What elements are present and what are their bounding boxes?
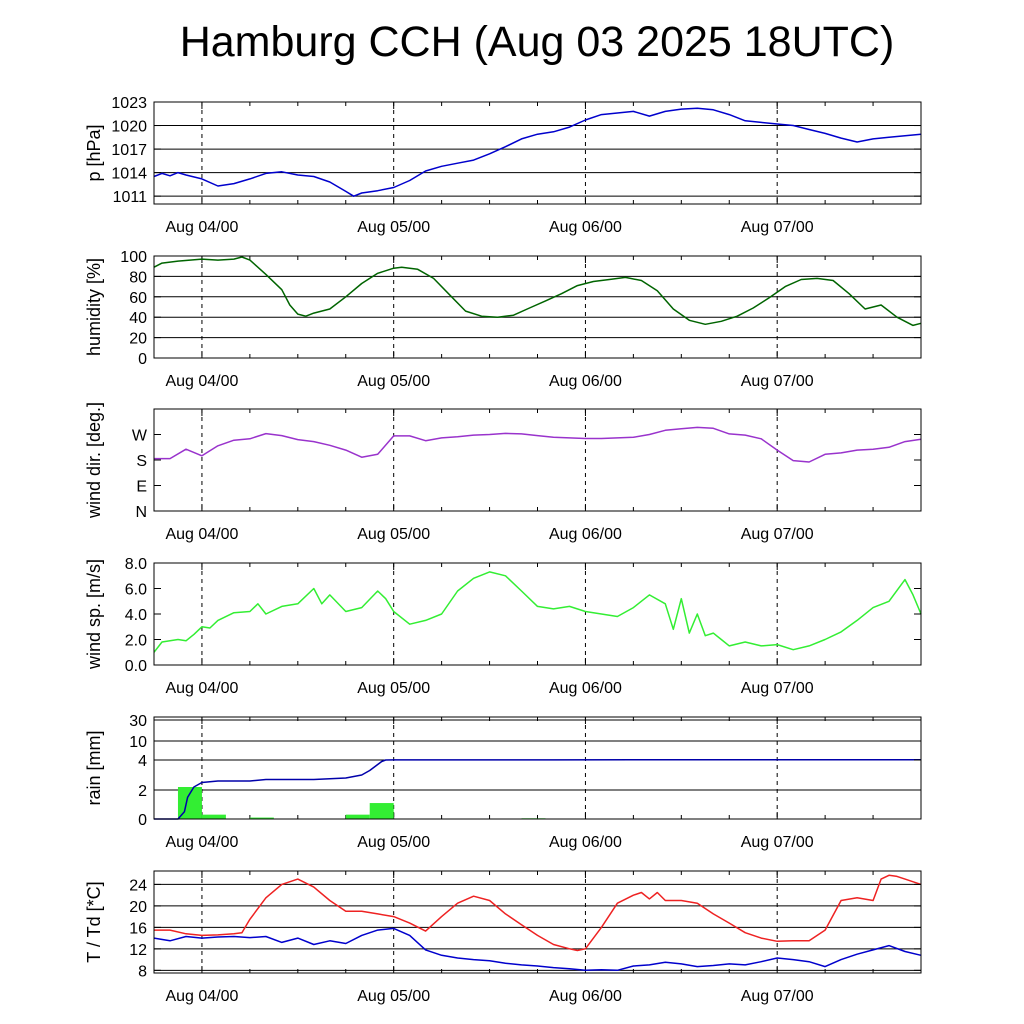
- rain-bar: [249, 817, 274, 819]
- x-tick-label: Aug 07/00: [741, 219, 814, 236]
- x-tick-label: Aug 04/00: [165, 988, 238, 1005]
- y-tick-label: 2.0: [125, 633, 147, 650]
- y-tick-label: 20: [129, 899, 147, 916]
- y-tick-label: 8.0: [125, 556, 147, 573]
- y-axis-label: wind sp. [m/s]: [84, 559, 104, 670]
- y-tick-label: 2: [138, 783, 147, 800]
- plot-frame: [153, 101, 922, 205]
- x-tick-label: Aug 05/00: [357, 834, 430, 851]
- y-tick-label: 8: [138, 963, 147, 980]
- panel-5: 8 12 16 20 24 Aug 04/00 Aug 05/00 Aug 06/00 Aug …: [84, 870, 922, 1005]
- y-tick-label: 1017: [111, 142, 147, 159]
- plot-frame: [153, 408, 922, 512]
- x-tick-label: Aug 05/00: [357, 373, 430, 390]
- y-axis-label: rain [mm]: [84, 730, 104, 805]
- y-tick-label: 20: [129, 331, 147, 348]
- series-line-0: [153, 571, 922, 653]
- y-tick-label: 1020: [111, 119, 147, 136]
- x-tick-label: Aug 05/00: [357, 680, 430, 697]
- rain-bar: [369, 803, 394, 819]
- y-tick-label: 100: [120, 249, 147, 266]
- x-tick-label: Aug 07/00: [741, 526, 814, 543]
- y-tick-label: 60: [129, 290, 147, 307]
- chart-title: Hamburg CCH (Aug 03 2025 18UTC): [179, 18, 895, 66]
- rain-bar: [345, 814, 370, 819]
- x-tick-label: Aug 04/00: [165, 834, 238, 851]
- y-axis-label: humidity [%]: [84, 258, 104, 356]
- x-tick-label: Aug 07/00: [741, 988, 814, 1005]
- x-tick-label: Aug 07/00: [741, 373, 814, 390]
- x-tick-label: Aug 04/00: [165, 526, 238, 543]
- y-tick-label: 12: [129, 942, 147, 959]
- y-tick-label: 0: [138, 351, 147, 368]
- y-tick-label: 6.0: [125, 582, 147, 599]
- y-tick-label: N: [135, 504, 147, 521]
- x-tick-label: Aug 05/00: [357, 988, 430, 1005]
- y-tick-label: 40: [129, 310, 147, 327]
- y-axis-label: wind dir. [deg.]: [84, 402, 104, 519]
- x-tick-label: Aug 06/00: [549, 680, 622, 697]
- x-tick-label: Aug 05/00: [357, 526, 430, 543]
- y-tick-label: E: [136, 479, 147, 496]
- y-tick-label: W: [132, 428, 148, 445]
- x-tick-label: Aug 04/00: [165, 373, 238, 390]
- panel-0: 1011 1014 1017 1020 1023 Aug 04/00 Aug 05/00 Au…: [84, 95, 922, 236]
- plot-frame: [153, 562, 922, 666]
- x-tick-label: Aug 04/00: [165, 680, 238, 697]
- series-line-0: [154, 874, 922, 952]
- y-tick-label: 4: [138, 753, 147, 770]
- y-tick-label: 0: [138, 812, 147, 829]
- x-tick-label: Aug 06/00: [549, 219, 622, 236]
- y-tick-label: 1014: [111, 166, 147, 183]
- series-line-0: [154, 759, 921, 820]
- plot-frame: [153, 870, 922, 974]
- panel-4: 0 2 4 10 30 Aug 04/00 Aug 05/00 Aug 06/00 Aug 07…: [84, 713, 922, 851]
- x-tick-label: Aug 06/00: [549, 526, 622, 543]
- y-tick-label: 0.0: [125, 658, 147, 675]
- series-line-0: [153, 107, 922, 197]
- y-tick-label: 16: [129, 920, 147, 937]
- series-line-1: [153, 927, 922, 972]
- x-tick-label: Aug 06/00: [549, 834, 622, 851]
- x-tick-label: Aug 05/00: [357, 219, 430, 236]
- rain-bar: [201, 814, 226, 819]
- x-tick-label: Aug 07/00: [741, 834, 814, 851]
- panel-1: 0 20 40 60 80 100 Aug 04/00 Aug 05/00 Aug 06/00 A…: [84, 249, 922, 390]
- y-tick-label: 1023: [111, 95, 147, 112]
- x-tick-label: Aug 06/00: [549, 373, 622, 390]
- series-line-0: [154, 426, 922, 463]
- plot-frame: [153, 716, 922, 820]
- y-tick-label: 80: [129, 269, 147, 286]
- series-line-0: [153, 256, 922, 327]
- y-tick-label: 10: [129, 734, 147, 751]
- y-axis-label: p [hPa]: [84, 124, 104, 181]
- y-tick-label: 30: [129, 713, 147, 730]
- y-tick-label: 4.0: [125, 607, 147, 624]
- panel-3: 0.0 2.0 4.0 6.0 8.0 Aug 04/00 Aug 05/00 Aug 06/…: [84, 556, 922, 697]
- y-tick-label: 1011: [113, 189, 148, 206]
- x-tick-label: Aug 07/00: [741, 680, 814, 697]
- y-tick-label: S: [136, 453, 147, 470]
- y-tick-label: 24: [129, 877, 147, 894]
- x-tick-label: Aug 04/00: [165, 219, 238, 236]
- y-axis-label: T / Td [*C]: [84, 881, 104, 962]
- plot-frame: [153, 255, 922, 359]
- x-tick-label: Aug 06/00: [549, 988, 622, 1005]
